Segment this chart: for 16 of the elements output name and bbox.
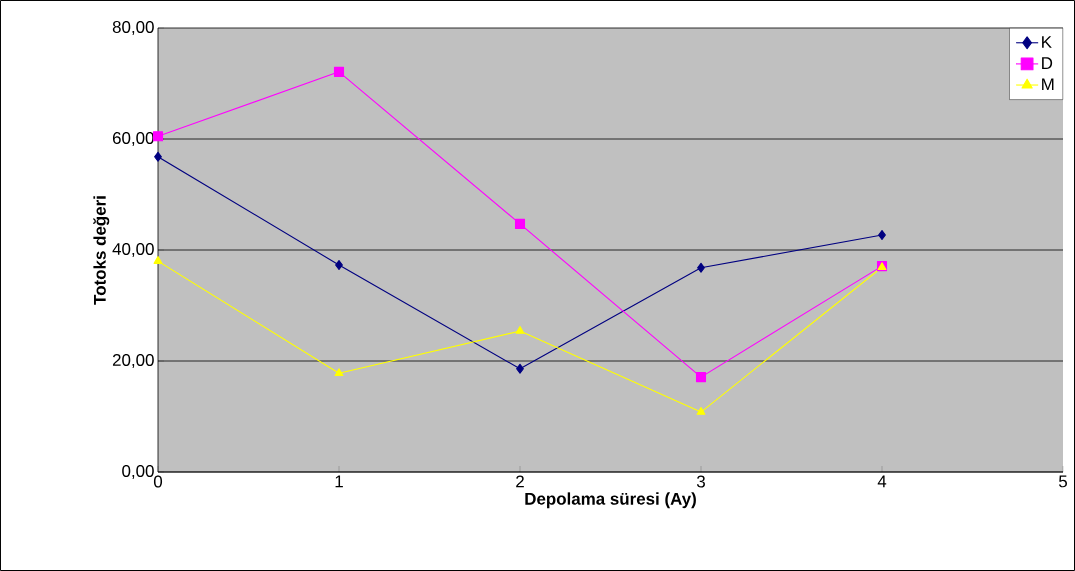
x-tick-label: 4 bbox=[877, 475, 887, 488]
x-axis-title: Depolama süresi (Ay) bbox=[525, 492, 696, 509]
legend-label: D bbox=[1042, 57, 1053, 69]
x-tick-label: 1 bbox=[335, 475, 343, 488]
x-tick-label: 0 bbox=[153, 475, 163, 488]
y-tick-label: 60,00 bbox=[112, 132, 154, 147]
x-tick-label: 2 bbox=[516, 475, 524, 488]
x-tick-label: 3 bbox=[696, 475, 705, 488]
legend-label: M bbox=[1042, 78, 1054, 91]
y-tick-label: 0,00 bbox=[122, 465, 154, 479]
y-tick-label: 20,00 bbox=[112, 354, 154, 368]
y-tick-label: 40,00 bbox=[112, 243, 154, 257]
legend-label: K bbox=[1042, 36, 1052, 48]
x-tick-label: 5 bbox=[1058, 475, 1067, 488]
y-axis-title: Totoks değeri bbox=[93, 196, 110, 305]
y-tick-label: 80,00 bbox=[112, 21, 154, 36]
